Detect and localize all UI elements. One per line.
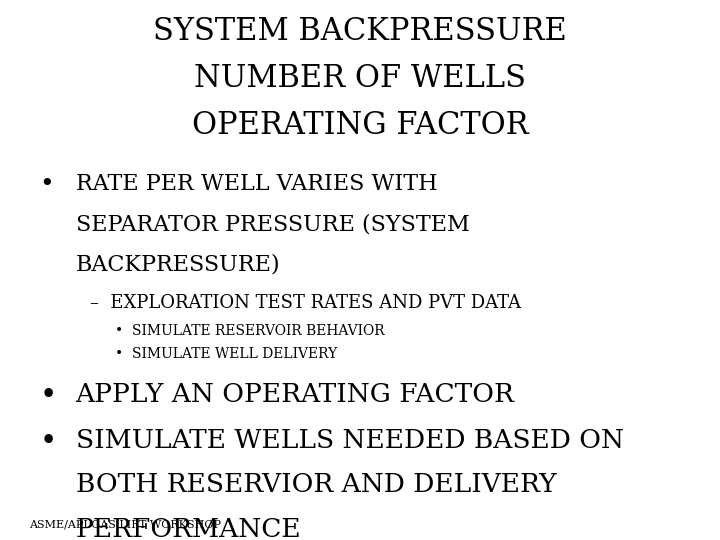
Text: NUMBER OF WELLS: NUMBER OF WELLS — [194, 63, 526, 94]
Text: •  SIMULATE RESERVOIR BEHAVIOR: • SIMULATE RESERVOIR BEHAVIOR — [115, 324, 384, 338]
Text: ASME/API GAS LIFT WORKSHOP: ASME/API GAS LIFT WORKSHOP — [29, 519, 221, 529]
Text: BACKPRESSURE): BACKPRESSURE) — [76, 254, 280, 276]
Text: APPLY AN OPERATING FACTOR: APPLY AN OPERATING FACTOR — [76, 382, 515, 407]
Text: •  SIMULATE WELL DELIVERY: • SIMULATE WELL DELIVERY — [115, 347, 338, 361]
Text: •: • — [40, 428, 57, 456]
Text: •: • — [40, 382, 57, 410]
Text: •: • — [40, 173, 54, 196]
Text: –  EXPLORATION TEST RATES AND PVT DATA: – EXPLORATION TEST RATES AND PVT DATA — [90, 294, 521, 312]
Text: PERFORMANCE: PERFORMANCE — [76, 517, 301, 540]
Text: RATE PER WELL VARIES WITH: RATE PER WELL VARIES WITH — [76, 173, 437, 195]
Text: SEPARATOR PRESSURE (SYSTEM: SEPARATOR PRESSURE (SYSTEM — [76, 213, 469, 235]
Text: BOTH RESERVIOR AND DELIVERY: BOTH RESERVIOR AND DELIVERY — [76, 472, 557, 497]
Text: OPERATING FACTOR: OPERATING FACTOR — [192, 110, 528, 141]
Text: SIMULATE WELLS NEEDED BASED ON: SIMULATE WELLS NEEDED BASED ON — [76, 428, 624, 453]
Text: SYSTEM BACKPRESSURE: SYSTEM BACKPRESSURE — [153, 16, 567, 47]
